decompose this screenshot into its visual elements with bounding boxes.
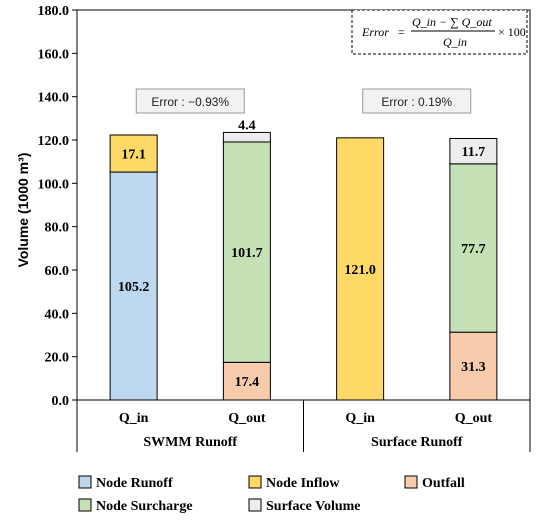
y-axis-label: Volume (1000 m³) (15, 153, 31, 268)
legend-label-node-surcharge: Node Surcharge (96, 499, 193, 514)
y-tick-label: 0.0 (52, 394, 70, 409)
equation-equals: = (398, 25, 405, 39)
equation-lhs: Error (361, 25, 389, 39)
legend-label-node-runoff: Node Runoff (96, 476, 173, 491)
y-tick-label: 40.0 (45, 307, 70, 322)
y-tick-label: 180.0 (38, 4, 70, 19)
error-label: Error : −0.93% (151, 95, 229, 109)
data-label-surface-volume: 11.7 (462, 145, 486, 160)
equation-multiplier: × 100 (498, 25, 526, 39)
equation-denominator: Q_in (443, 35, 467, 49)
plot-area: 0.0 20.0 40.0 60.0 80.0 100.0 120.0 140.0 160.0 1… (38, 4, 531, 452)
y-tick-label: 20.0 (45, 351, 70, 366)
bar-node-inflow (336, 137, 385, 401)
equation-border (351, 9, 528, 55)
bar-surface-volume (449, 137, 498, 165)
bar-node-surcharge (222, 141, 271, 363)
data-label-node-inflow: 17.1 (121, 148, 146, 163)
data-label-node-inflow: 121.0 (344, 263, 376, 278)
y-tick-label: 60.0 (45, 264, 70, 279)
group-label: SWMM Runoff (143, 435, 237, 450)
data-label-outfall: 31.3 (461, 360, 486, 375)
data-label-outfall: 17.4 (235, 375, 260, 390)
y-tick-label: 160.0 (38, 47, 70, 62)
legend-label-surface-volume: Surface Volume (266, 499, 361, 514)
error-label: Error : 0.19% (381, 95, 452, 109)
bar-node-inflow (109, 134, 158, 173)
data-label-node-surcharge: 101.7 (231, 246, 263, 261)
y-tick-label: 120.0 (38, 134, 70, 149)
bar-surface-volume (222, 131, 271, 143)
x-tick-label: Q_out (228, 411, 266, 426)
error-box (135, 88, 245, 114)
error-equation-box: Error = Q_in − ∑ Q_out Q_in × 100 (351, 9, 528, 55)
data-label-node-runoff: 105.2 (118, 280, 150, 295)
legend-swatch-node-inflow (248, 475, 262, 489)
data-label-node-surcharge: 77.7 (461, 242, 486, 257)
legend-label-outfall: Outfall (422, 476, 465, 491)
x-tick-label: Q_in (345, 411, 375, 426)
x-tick-label: Q_in (119, 411, 149, 426)
data-label-surface-volume: 4.4 (238, 118, 256, 133)
y-tick-label: 100.0 (38, 177, 70, 192)
x-tick-label: Q_out (455, 411, 493, 426)
legend-swatch-node-surcharge (78, 498, 92, 512)
legend: Node Runoff Node Inflow Outfall Node Surcha… (78, 475, 465, 514)
legend-label-node-inflow: Node Inflow (266, 476, 340, 491)
y-tick-label: 80.0 (45, 221, 70, 236)
group-label: Surface Runoff (371, 435, 463, 450)
legend-swatch-surface-volume (248, 498, 262, 512)
bar-node-runoff (109, 171, 158, 401)
legend-swatch-outfall (404, 475, 418, 489)
error-box (362, 88, 472, 114)
equation-numerator: Q_in − ∑ Q_out (412, 15, 492, 29)
bar-node-surcharge (449, 163, 498, 333)
legend-swatch-node-runoff (78, 475, 92, 489)
y-tick-label: 140.0 (38, 91, 70, 106)
